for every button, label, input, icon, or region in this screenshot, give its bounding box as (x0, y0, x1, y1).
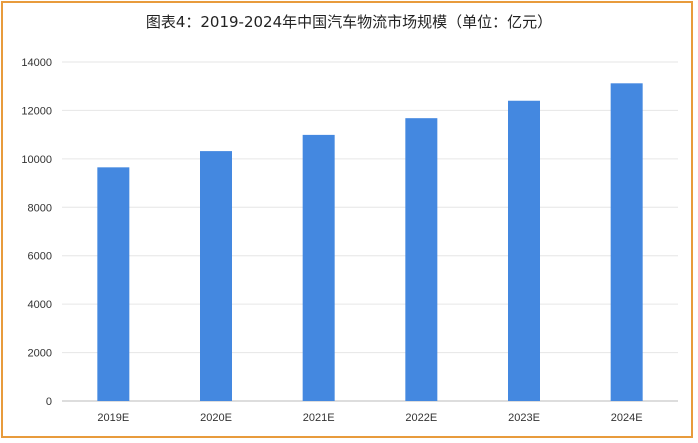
bar (200, 151, 232, 401)
x-tick-label: 2021E (303, 412, 335, 424)
bar (97, 167, 130, 401)
y-tick-label: 4000 (28, 299, 52, 311)
y-axis: 0 2000 4000 6000 8000 10000 12000 14000 (21, 57, 52, 408)
y-tick-label: 0 (46, 396, 52, 408)
y-tick-label: 2000 (28, 348, 52, 360)
x-tick-label: 2022E (405, 412, 437, 424)
x-tick-label: 2023E (508, 412, 540, 424)
bar (610, 83, 643, 402)
y-tick-label: 12000 (21, 105, 52, 117)
y-tick-label: 10000 (21, 154, 52, 166)
bar (405, 118, 438, 402)
x-tick-label: 2024E (611, 412, 643, 424)
x-tick-label: 2019E (97, 412, 129, 424)
bar (508, 100, 540, 401)
y-tick-label: 6000 (28, 251, 52, 263)
chart-title: 图表4：2019-2024年中国汽车物流市场规模（单位：亿元） (145, 13, 553, 31)
y-tick-label: 14000 (21, 57, 52, 69)
y-tick-label: 8000 (28, 202, 52, 214)
gridlines (62, 61, 678, 402)
bar (302, 134, 335, 401)
x-axis: 2019E 2020E 2021E 2022E 2023E 2024E (97, 412, 642, 424)
x-tick-label: 2020E (200, 412, 232, 424)
bars (97, 83, 643, 402)
